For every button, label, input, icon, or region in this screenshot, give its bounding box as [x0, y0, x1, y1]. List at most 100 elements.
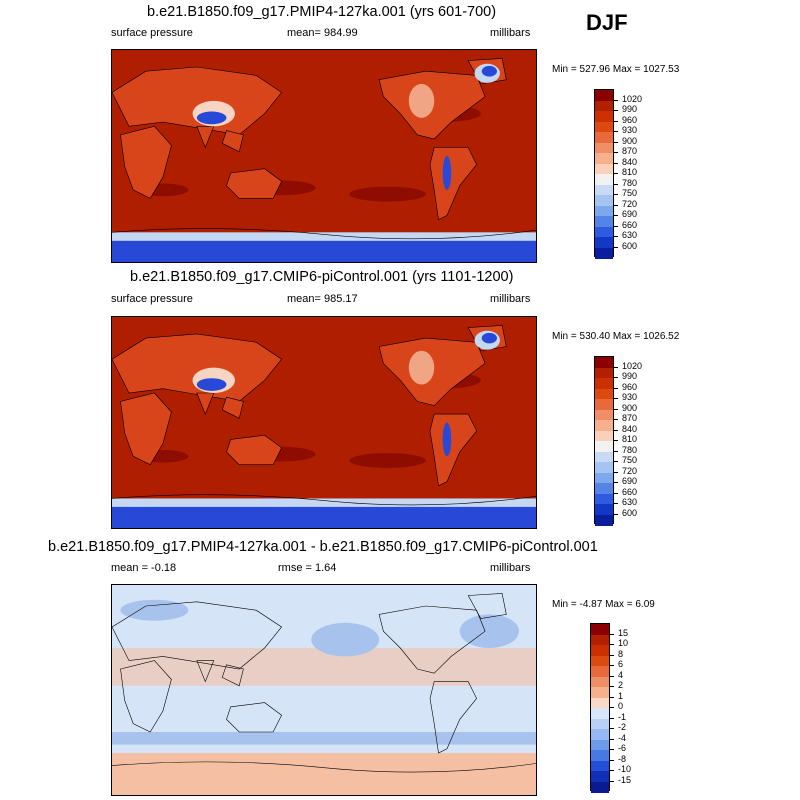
colorbar-tick — [614, 408, 618, 410]
colorbar-tick — [614, 120, 618, 122]
continent-samerica — [429, 413, 477, 487]
continent-eurasia — [112, 333, 283, 402]
colorbar-tick — [610, 686, 614, 687]
colorbar-tick — [614, 141, 618, 143]
colorbar-tick — [614, 246, 618, 248]
diff-positive-south — [112, 753, 536, 795]
panel-3-map — [111, 584, 537, 796]
colorbar-tick — [614, 152, 618, 153]
high-pressure-cell — [349, 453, 426, 468]
colorbar-swatch — [591, 687, 609, 698]
panel-3-units-label: millibars — [490, 562, 531, 574]
panel-1-title: b.e21.B1850.f09_g17.PMIP4-127ka.001 (yrs… — [147, 4, 497, 20]
panel-2-map-field — [112, 317, 536, 528]
colorbar-label: -8 — [618, 753, 627, 764]
colorbar-label: 1020 — [622, 93, 643, 104]
colorbar-label: 990 — [622, 104, 638, 114]
panel-1-map-field — [112, 50, 536, 262]
colorbar-label: -2 — [618, 722, 627, 732]
colorbar-swatch — [595, 132, 613, 143]
colorbar-swatch — [595, 388, 613, 400]
colorbar-tick — [610, 738, 614, 740]
colorbar-swatch — [595, 451, 613, 463]
panel-1-mean-label: mean= 984.99 — [287, 27, 358, 39]
continent-seasia — [221, 130, 244, 153]
colorbar-label: 690 — [622, 476, 638, 486]
colorbar-tick — [614, 387, 618, 389]
colorbar-tick — [610, 696, 614, 698]
colorbar-swatch — [595, 462, 613, 473]
colorbar-swatch — [591, 697, 609, 709]
colorbar-swatch — [591, 718, 609, 730]
colorbar-swatch — [591, 655, 609, 667]
colorbar-label: -1 — [618, 711, 627, 722]
panel-1-variable-label: surface pressure — [111, 27, 193, 39]
colorbar-swatch — [595, 441, 613, 452]
colorbar-label: -15 — [618, 774, 632, 785]
colorbar-swatch — [595, 357, 613, 368]
panel-2-map — [111, 316, 537, 529]
diff-negative-cell — [459, 614, 520, 648]
panel-3-rmse-label: rmse = 1.64 — [278, 562, 337, 574]
colorbar-label: 660 — [622, 219, 638, 230]
colorbar-tick — [614, 366, 618, 368]
colorbar-tick — [614, 419, 618, 420]
diff-negative-cell — [311, 622, 380, 657]
colorbar-label: 750 — [622, 188, 638, 198]
colorbar-swatch — [591, 750, 609, 761]
panel-2-variable-label: surface pressure — [111, 293, 193, 305]
panel-2-title: b.e21.B1850.f09_g17.CMIP6-piControl.001 … — [130, 269, 514, 285]
colorbar-swatch — [591, 645, 609, 656]
colorbar-label: 660 — [622, 486, 638, 497]
colorbar-swatch — [591, 729, 609, 740]
colorbar-label: 0 — [618, 701, 624, 711]
colorbar-label: 870 — [622, 413, 638, 423]
colorbar-label: 630 — [622, 497, 638, 507]
colorbar-swatch — [595, 226, 613, 238]
colorbar-tick — [614, 429, 618, 431]
colorbar-swatch — [595, 174, 613, 185]
colorbar-tick — [610, 675, 614, 677]
colorbar-swatch — [595, 367, 613, 379]
antarctica-coast — [112, 494, 536, 506]
colorbar-label: -4 — [618, 732, 627, 743]
continent-india — [196, 392, 215, 415]
colorbar-tick — [614, 110, 618, 111]
colorbar-label: 960 — [622, 381, 638, 392]
continent-greenland — [467, 593, 507, 619]
colorbar-tick — [610, 633, 614, 635]
antarctica-coast — [112, 228, 536, 240]
rockies-highland — [408, 350, 435, 385]
colorbar-swatch — [591, 634, 609, 646]
continent-seasia — [221, 664, 244, 687]
colorbar-tick — [614, 162, 618, 164]
colorbar-label: 15 — [618, 627, 629, 638]
colorbar-swatch — [591, 760, 609, 772]
colorbar-swatch — [595, 237, 613, 248]
colorbar-tick — [614, 131, 618, 132]
colorbar-tick — [610, 707, 614, 708]
colorbar-swatch — [591, 771, 609, 782]
colorbar-swatch — [595, 142, 613, 154]
colorbar-tick — [614, 225, 618, 227]
colorbar-swatch — [591, 676, 609, 688]
panel-3-mean-label: mean = -0.18 — [111, 562, 177, 574]
colorbar-swatch — [591, 781, 609, 793]
panel-3-minmax: Min = -4.87 Max = 6.09 — [552, 599, 655, 610]
colorbar-label: 6 — [618, 659, 624, 669]
colorbar-swatch — [591, 739, 609, 751]
colorbar-label: 720 — [622, 465, 638, 476]
season-label: DJF — [586, 10, 628, 35]
diff-positive-band — [112, 648, 536, 686]
continent-namerica — [378, 605, 486, 674]
colorbar-label: -6 — [618, 743, 627, 753]
colorbar-label: 2 — [618, 680, 624, 690]
colorbar-swatch — [595, 420, 613, 431]
panel-3-title: b.e21.B1850.f09_g17.PMIP4-127ka.001 - b.… — [48, 539, 598, 555]
continent-australia — [226, 168, 282, 199]
colorbar-box — [594, 356, 614, 526]
colorbar-label: 810 — [622, 167, 638, 177]
colorbar-tick — [610, 780, 614, 782]
colorbar-swatch — [595, 90, 613, 101]
colorbar-swatch — [595, 430, 613, 442]
